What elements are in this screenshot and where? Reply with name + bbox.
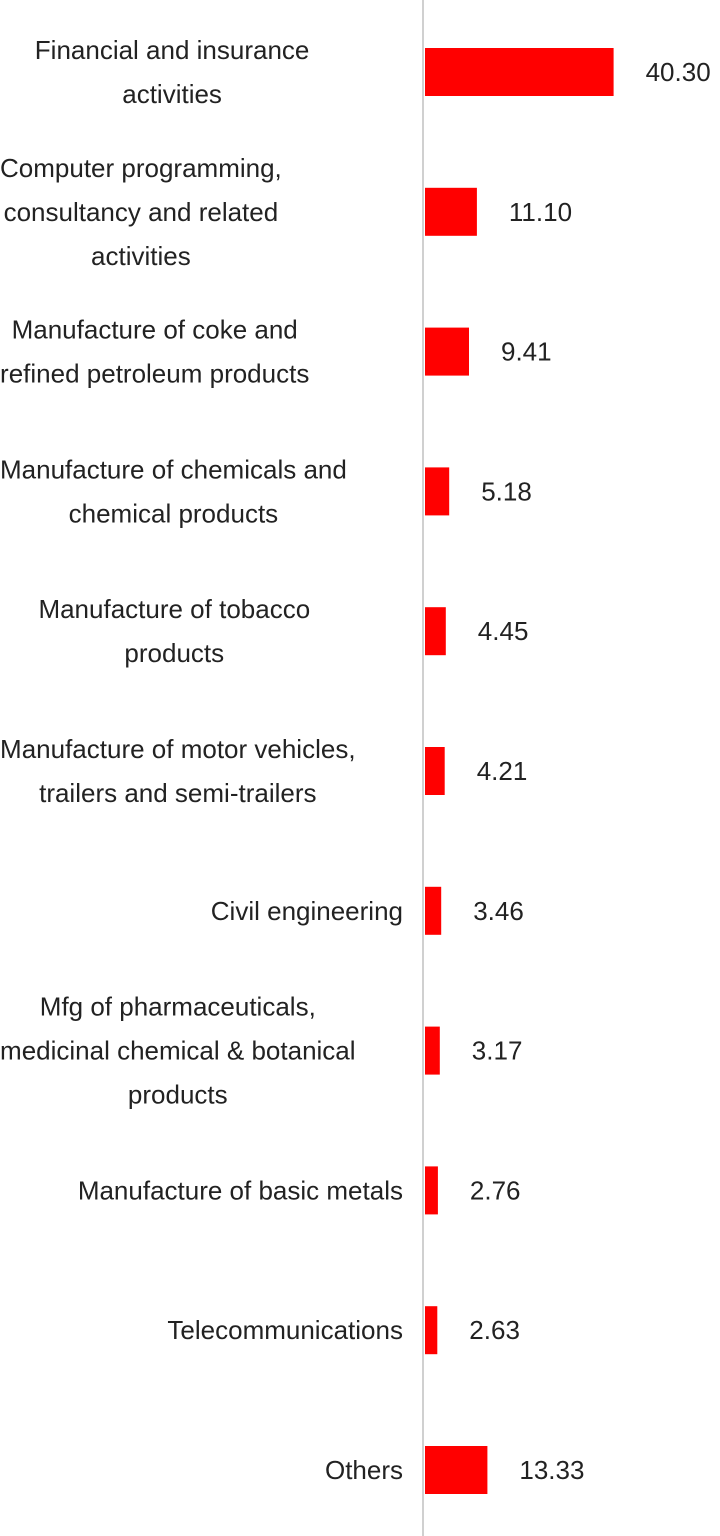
- category-label-7: Civil engineering: [211, 896, 403, 926]
- bar-2: [425, 187, 477, 236]
- value-label-3: 9.41: [501, 337, 552, 367]
- category-labels-layer: Financial and insurance activitiesCompute…: [0, 35, 403, 1485]
- category-label-8: Mfg of pharmaceuticals, medicinal chemica…: [0, 992, 356, 1110]
- category-label-line: Telecommunications: [167, 1315, 403, 1345]
- bar-10: [425, 1306, 438, 1355]
- value-label-5: 4.45: [478, 616, 529, 646]
- category-label-line: medicinal chemical & botanical: [0, 1036, 356, 1066]
- category-label-line: Manufacture of basic metals: [78, 1175, 403, 1205]
- category-label-line: Manufacture of tobacco: [38, 594, 310, 624]
- category-label-3: Manufacture of coke and refined petroleum…: [0, 315, 309, 389]
- value-label-7: 3.46: [473, 896, 524, 926]
- category-label-line: Mfg of pharmaceuticals,: [40, 992, 316, 1022]
- category-label-line: products: [128, 1080, 228, 1110]
- bar-1: [425, 48, 614, 96]
- category-label-line: consultancy and related: [4, 197, 279, 227]
- category-label-4: Manufacture of chemicals and chemical pro…: [0, 454, 347, 528]
- category-label-line: Manufacture of chemicals and: [0, 454, 347, 484]
- category-label-line: activities: [122, 79, 222, 109]
- category-label-line: refined petroleum products: [0, 359, 309, 389]
- value-label-9: 2.76: [470, 1175, 521, 1205]
- bar-8: [425, 1026, 440, 1075]
- category-label-2: Computer programming, consultancy and rel…: [0, 153, 282, 271]
- bar-11: [425, 1446, 488, 1494]
- bar-3: [425, 327, 469, 376]
- category-label-line: Civil engineering: [211, 896, 403, 926]
- category-label-line: activities: [91, 241, 191, 271]
- value-label-4: 5.18: [481, 476, 532, 506]
- category-label-1: Financial and insurance activities: [35, 35, 310, 109]
- value-label-1: 40.30: [646, 57, 711, 87]
- category-label-line: Financial and insurance: [35, 35, 310, 65]
- value-labels-layer: 40.30 11.10 9.41 5.18 4.45 4.21 3.46 3.17 2.76 2.…: [469, 57, 710, 1485]
- bar-5: [425, 607, 446, 656]
- category-label-5: Manufacture of tobacco products: [38, 594, 310, 668]
- value-label-2: 11.10: [509, 197, 572, 227]
- bar-6: [425, 747, 445, 795]
- category-label-9: Manufacture of basic metals: [78, 1175, 403, 1205]
- category-label-line: Computer programming,: [0, 153, 282, 183]
- category-label-11: Others: [325, 1455, 403, 1485]
- bar-7: [425, 886, 442, 935]
- category-label-line: chemical products: [69, 498, 279, 528]
- value-label-8: 3.17: [472, 1036, 523, 1066]
- category-label-line: Manufacture of motor vehicles,: [0, 734, 356, 764]
- bar-9: [425, 1166, 438, 1215]
- category-label-line: trailers and semi-trailers: [39, 778, 316, 808]
- category-label-line: Manufacture of coke and: [12, 315, 298, 345]
- category-label-line: Others: [325, 1455, 403, 1485]
- bar-4: [425, 467, 450, 516]
- category-label-10: Telecommunications: [167, 1315, 403, 1345]
- value-label-11: 13.33: [519, 1455, 584, 1485]
- category-label-line: products: [124, 638, 224, 668]
- category-label-6: Manufacture of motor vehicles, trailers a…: [0, 734, 356, 808]
- bars-layer: [425, 48, 614, 1494]
- value-label-6: 4.21: [477, 756, 528, 786]
- value-label-10: 2.63: [469, 1315, 520, 1345]
